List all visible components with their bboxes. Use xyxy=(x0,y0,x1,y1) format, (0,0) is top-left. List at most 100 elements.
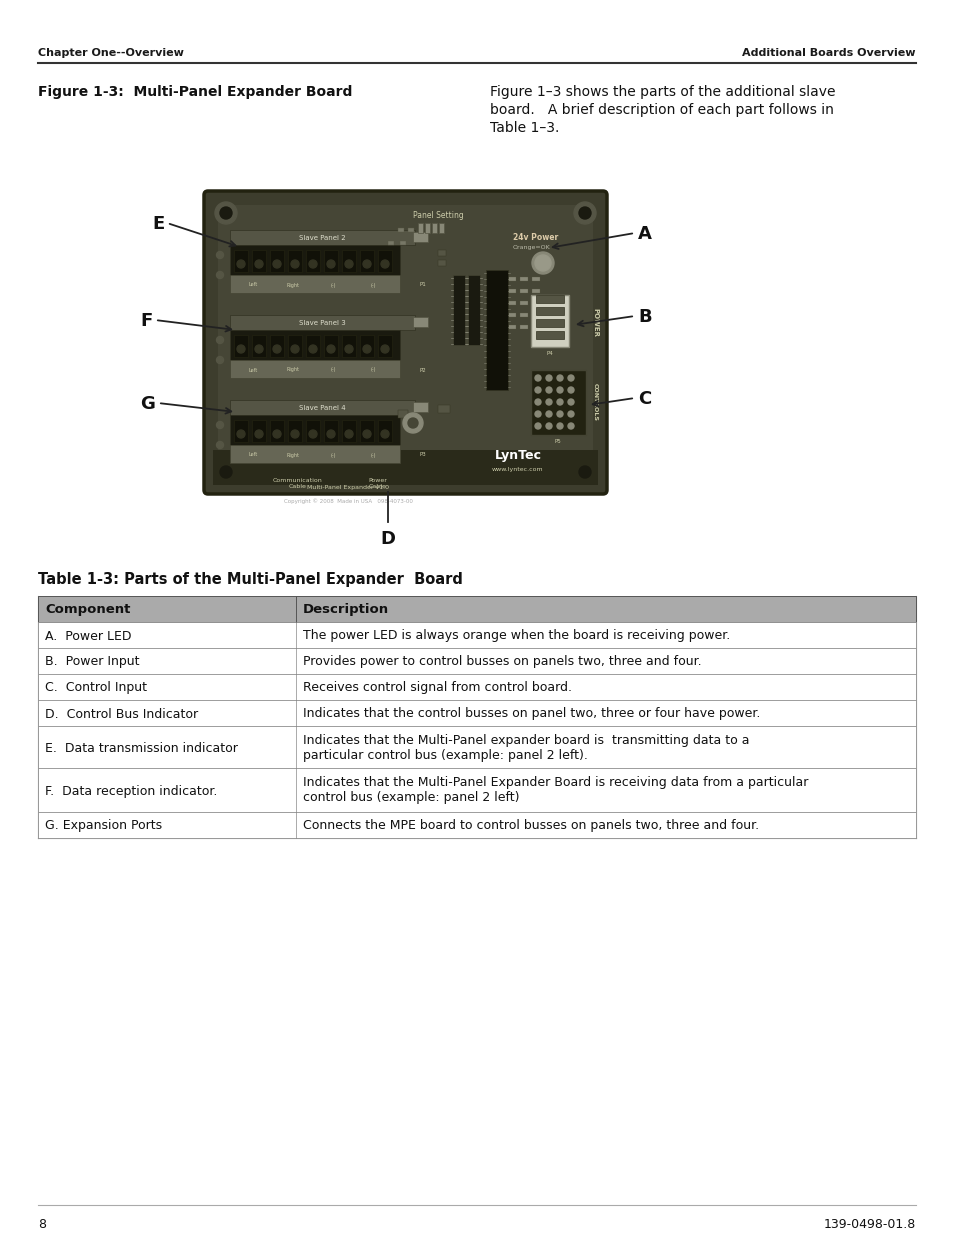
Text: F: F xyxy=(140,312,152,330)
Text: Slave Panel 4: Slave Panel 4 xyxy=(298,405,345,411)
Bar xyxy=(453,275,464,345)
Text: Figure 1–3 shows the parts of the additional slave: Figure 1–3 shows the parts of the additi… xyxy=(490,85,835,99)
Text: Additional Boards Overview: Additional Boards Overview xyxy=(741,48,915,58)
Circle shape xyxy=(309,430,316,438)
Circle shape xyxy=(535,399,540,405)
Bar xyxy=(38,811,915,839)
Text: The power LED is always orange when the board is receiving power.: The power LED is always orange when the … xyxy=(303,630,729,642)
Text: Table 1–3.: Table 1–3. xyxy=(490,121,558,135)
Text: (-): (-) xyxy=(370,283,375,288)
Bar xyxy=(230,330,399,359)
Circle shape xyxy=(380,345,389,353)
Text: Multi-Panel Expander v1.0: Multi-Panel Expander v1.0 xyxy=(307,485,389,490)
Bar xyxy=(324,335,337,357)
Circle shape xyxy=(309,345,316,353)
Circle shape xyxy=(557,399,562,405)
Circle shape xyxy=(545,411,552,417)
Circle shape xyxy=(567,399,574,405)
Circle shape xyxy=(380,430,389,438)
Circle shape xyxy=(254,261,263,268)
Circle shape xyxy=(254,430,263,438)
Circle shape xyxy=(327,345,335,353)
Circle shape xyxy=(535,411,540,417)
Bar xyxy=(507,312,516,317)
Text: P4: P4 xyxy=(546,351,553,356)
Bar xyxy=(532,301,539,305)
Circle shape xyxy=(535,424,540,429)
Circle shape xyxy=(532,252,554,274)
Circle shape xyxy=(535,387,540,393)
Text: Power
Cable: Power Cable xyxy=(368,478,387,489)
Text: board.   A brief description of each part follows in: board. A brief description of each part … xyxy=(490,103,833,117)
Text: Orange=OK: Orange=OK xyxy=(513,245,550,249)
Text: Connects the MPE board to control busses on panels two, three and four.: Connects the MPE board to control busses… xyxy=(303,820,759,832)
Bar xyxy=(507,289,516,293)
Text: Left: Left xyxy=(248,452,257,457)
Bar xyxy=(288,249,302,272)
Bar xyxy=(218,205,593,480)
Circle shape xyxy=(578,207,590,219)
Text: Description: Description xyxy=(303,604,389,616)
Bar xyxy=(252,420,266,442)
Text: Table 1-3: Parts of the Multi-Panel Expander  Board: Table 1-3: Parts of the Multi-Panel Expa… xyxy=(38,572,462,587)
Text: Receives control signal from control board.: Receives control signal from control boa… xyxy=(303,682,572,694)
Text: Right: Right xyxy=(286,368,299,373)
Circle shape xyxy=(309,261,316,268)
Text: C: C xyxy=(638,390,651,408)
Bar xyxy=(519,301,527,305)
Text: Copyright © 2008  Made in USA   098-4073-00: Copyright © 2008 Made in USA 098-4073-00 xyxy=(283,498,412,504)
Text: Chapter One--Overview: Chapter One--Overview xyxy=(38,48,184,58)
Circle shape xyxy=(236,430,245,438)
Bar xyxy=(38,700,915,726)
Bar xyxy=(536,319,563,327)
Circle shape xyxy=(291,430,298,438)
Bar xyxy=(230,359,399,378)
Circle shape xyxy=(214,461,236,483)
Circle shape xyxy=(216,421,223,429)
Circle shape xyxy=(236,261,245,268)
Bar xyxy=(519,325,527,329)
Circle shape xyxy=(567,411,574,417)
Text: POWER: POWER xyxy=(592,308,598,336)
Bar xyxy=(536,308,563,315)
Text: F.  Data reception indicator.: F. Data reception indicator. xyxy=(45,784,217,798)
Text: G. Expansion Ports: G. Expansion Ports xyxy=(45,820,162,832)
Circle shape xyxy=(567,424,574,429)
Bar xyxy=(288,420,302,442)
Bar xyxy=(341,420,355,442)
Bar xyxy=(468,275,479,345)
Bar xyxy=(507,325,516,329)
Circle shape xyxy=(345,430,353,438)
Bar xyxy=(270,249,284,272)
Circle shape xyxy=(214,203,236,224)
Circle shape xyxy=(363,430,371,438)
Circle shape xyxy=(567,387,574,393)
Bar xyxy=(507,301,516,305)
Circle shape xyxy=(567,375,574,382)
Bar xyxy=(38,674,915,700)
Bar xyxy=(437,249,446,256)
Bar xyxy=(437,261,446,266)
Bar xyxy=(230,415,399,445)
Bar xyxy=(397,228,403,232)
Bar xyxy=(230,230,415,245)
Text: www.lyntec.com: www.lyntec.com xyxy=(492,467,543,472)
Bar xyxy=(532,325,539,329)
Bar xyxy=(252,249,266,272)
Circle shape xyxy=(236,345,245,353)
Circle shape xyxy=(535,254,551,270)
Bar xyxy=(519,277,527,282)
Text: Component: Component xyxy=(45,604,131,616)
Circle shape xyxy=(535,375,540,382)
Bar xyxy=(230,245,399,275)
Text: B.  Power Input: B. Power Input xyxy=(45,656,139,668)
Text: (-): (-) xyxy=(330,368,335,373)
Circle shape xyxy=(578,466,590,478)
Bar xyxy=(306,249,319,272)
Text: C.  Control Input: C. Control Input xyxy=(45,682,147,694)
Text: (-): (-) xyxy=(370,452,375,457)
Circle shape xyxy=(345,261,353,268)
Text: E: E xyxy=(152,215,164,233)
Circle shape xyxy=(327,430,335,438)
Circle shape xyxy=(220,207,232,219)
